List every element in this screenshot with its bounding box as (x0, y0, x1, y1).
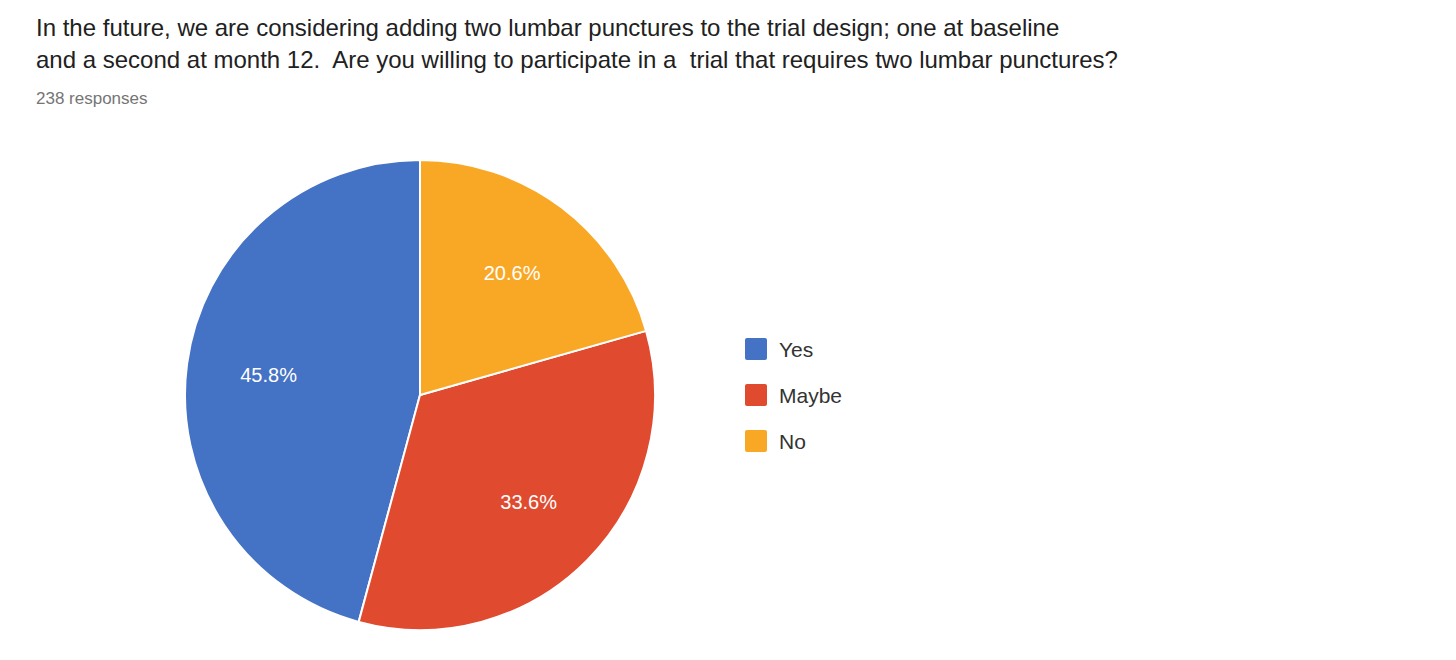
data-label: 33.6% (500, 491, 557, 513)
title: In the future, we are considering adding… (36, 14, 1059, 41)
chart: In the future, we are considering adding… (0, 0, 1456, 660)
data-label: 20.6% (484, 262, 541, 284)
subtitle: 238 responses (36, 89, 148, 108)
pie-slice (420, 160, 646, 395)
legend-swatch (745, 338, 767, 360)
legend: Yes Maybe No (745, 338, 842, 453)
legend-swatch (745, 384, 767, 406)
legend-label: No (779, 430, 806, 453)
legend-label: Maybe (779, 384, 842, 407)
title: and a second at month 12. Are you willin… (36, 46, 1118, 73)
pie (185, 160, 655, 630)
pie-slice (359, 331, 655, 630)
legend-label: Yes (779, 338, 813, 361)
background (0, 0, 1456, 660)
data-label: 45.8% (240, 364, 297, 386)
legend-swatch (745, 430, 767, 452)
